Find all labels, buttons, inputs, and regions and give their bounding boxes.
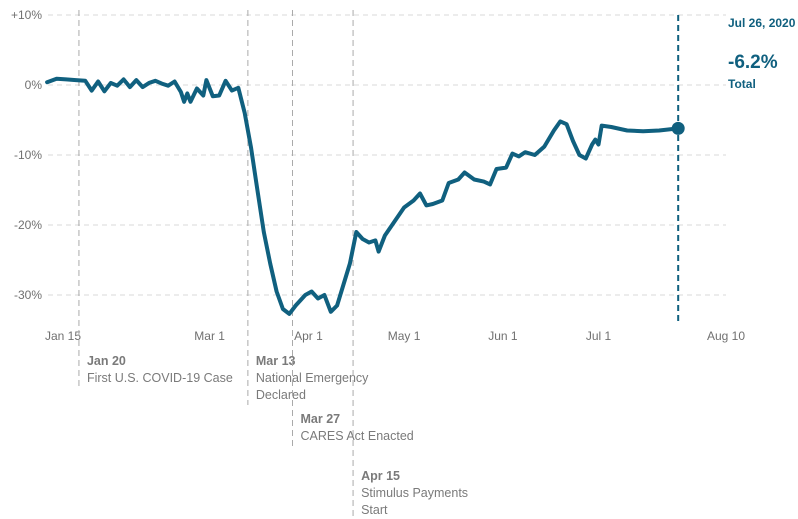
x-tick-label: Jul 1: [586, 329, 612, 343]
x-tick-label: May 1: [388, 329, 421, 343]
endpoint-date-label: Jul 26, 2020: [728, 16, 796, 30]
x-tick-label: Jun 1: [488, 329, 518, 343]
y-tick-label: -30%: [14, 288, 42, 302]
event-description: Declared: [256, 388, 306, 402]
event-date-label: Jan 20: [87, 354, 126, 368]
endpoint-series-label: Total: [728, 77, 756, 91]
x-tick-label: Jan 15: [45, 329, 81, 343]
y-tick-label: +10%: [11, 8, 42, 22]
event-date-label: Mar 13: [256, 354, 296, 368]
event-date-label: Apr 15: [361, 469, 400, 483]
endpoint-value-label: -6.2%: [728, 52, 778, 73]
endpoint-marker: [671, 121, 685, 135]
event-description: CARES Act Enacted: [301, 429, 414, 443]
y-tick-label: -10%: [14, 148, 42, 162]
event-description: First U.S. COVID-19 Case: [87, 371, 233, 385]
x-tick-label: Aug 10: [707, 329, 745, 343]
x-tick-label: Mar 1: [194, 329, 225, 343]
event-description: Stimulus Payments: [361, 486, 468, 500]
y-tick-label: -20%: [14, 218, 42, 232]
y-tick-label: 0%: [25, 78, 43, 92]
series-line: [45, 76, 681, 316]
event-description: Start: [361, 503, 388, 517]
x-tick-label: Apr 1: [294, 329, 323, 343]
event-description: National Emergency: [256, 371, 369, 385]
event-date-label: Mar 27: [301, 412, 341, 426]
